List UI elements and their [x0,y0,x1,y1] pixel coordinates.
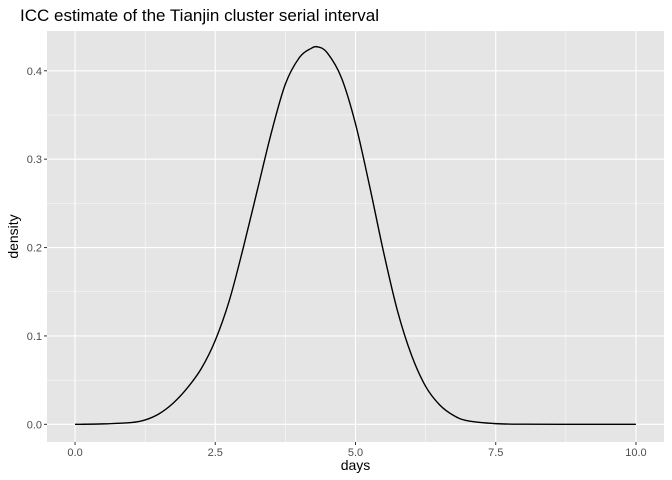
x-tick-label: 5.0 [348,447,363,459]
y-axis-title: density [5,214,21,258]
y-axis: 0.0 0.1 0.2 0.3 0.4 [27,66,47,431]
x-axis: 0.0 2.5 5.0 7.5 10.0 [67,442,647,459]
y-tick-label: 0.0 [27,419,42,431]
density-line [75,45,636,426]
major-gridlines [47,31,664,442]
series-layer [75,45,636,426]
x-tick-label: 0.0 [67,447,82,459]
chart-title: ICC estimate of the Tianjin cluster seri… [20,6,379,25]
y-tick-label: 0.3 [27,154,42,166]
y-tick-label: 0.1 [27,331,42,343]
x-tick-label: 7.5 [488,447,503,459]
y-tick-label: 0.4 [27,66,42,78]
x-tick-label: 10.0 [625,447,646,459]
y-tick-label: 0.2 [27,243,42,255]
x-tick-label: 2.5 [208,447,223,459]
x-axis-title: days [341,457,371,473]
